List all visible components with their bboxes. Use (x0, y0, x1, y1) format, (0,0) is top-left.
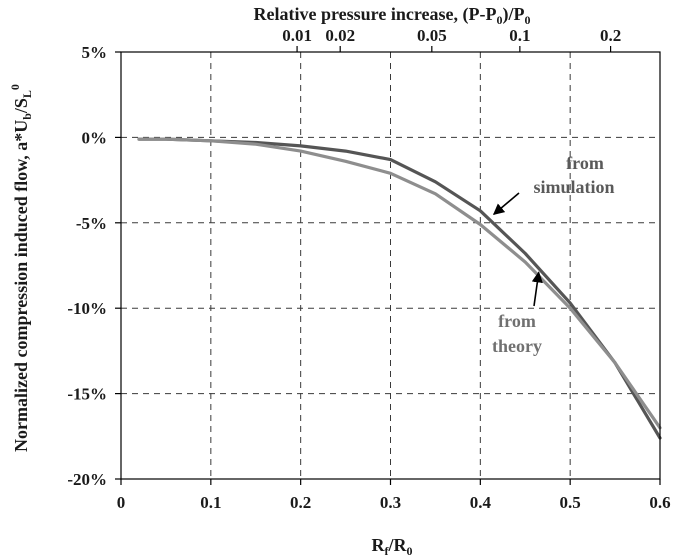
y-axis-title: Normalized compression induced flow, a*U… (8, 84, 34, 452)
y-tick-label: -20% (67, 470, 107, 489)
y-tick-label: 5% (82, 43, 108, 62)
y-tick-label: -10% (67, 299, 107, 318)
top-tick-label: 0.2 (600, 26, 621, 45)
annotation-simulation-line2: simulation (533, 177, 614, 197)
top-axis-title: Relative pressure increase, (P-P0)/P0 (254, 4, 531, 27)
series-line-theory (137, 137, 662, 430)
tick-group: 5% 0% -5% -10% -15% -20% 0 0.1 0.2 0.3 0.4 0.5 0.6 0.… (67, 26, 670, 512)
x-axis-title: Rf/R0 (372, 535, 413, 558)
x-tick-label: 0.3 (380, 493, 401, 512)
top-tick-label: 0.02 (325, 26, 355, 45)
annotation-simulation-line1: from (566, 153, 604, 173)
top-tick-label: 0.01 (282, 26, 312, 45)
y-tick-label: -5% (76, 214, 107, 233)
arrow-simulation (492, 192, 520, 215)
series-group (137, 137, 662, 440)
x-tick-label: 0.5 (560, 493, 581, 512)
arrow-theory (531, 271, 543, 307)
x-tick-label: 0.2 (290, 493, 311, 512)
annotation-theory-line1: from (498, 311, 536, 331)
y-tick-label: 0% (82, 128, 108, 147)
y-tick-label: -15% (67, 385, 107, 404)
top-tick-label: 0.1 (509, 26, 530, 45)
x-tick-label: 0.1 (200, 493, 221, 512)
annotation-theory-line2: theory (492, 336, 542, 356)
x-tick-label: 0.6 (649, 493, 670, 512)
grid (121, 52, 660, 479)
annotation-arrows (492, 192, 543, 307)
x-tick-label: 0.4 (470, 493, 492, 512)
top-tick-label: 0.05 (417, 26, 447, 45)
x-tick-label: 0 (117, 493, 126, 512)
